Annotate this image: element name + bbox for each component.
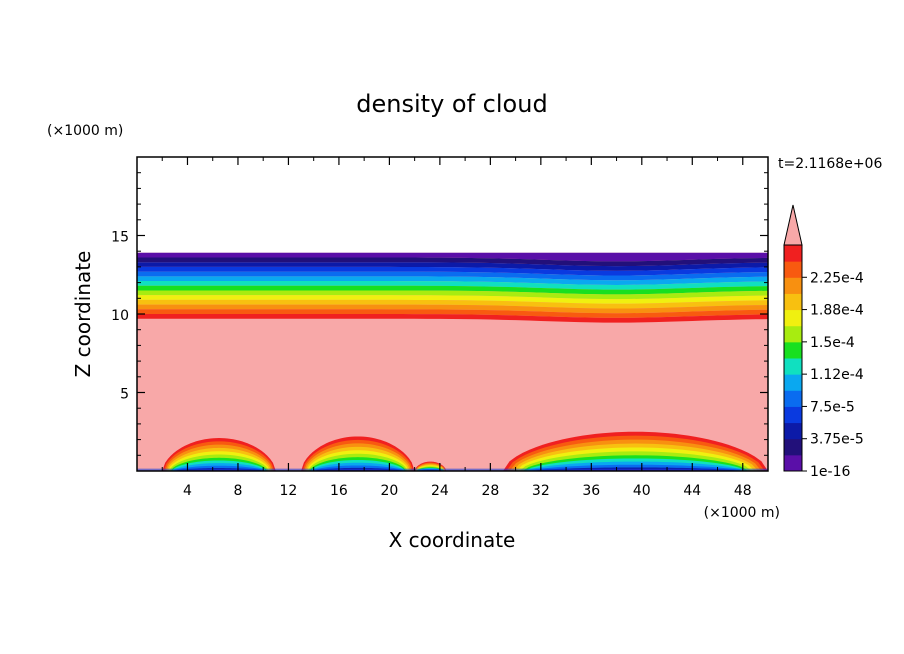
cloud-top-band — [137, 257, 768, 267]
x-unit-label: (×1000 m) — [704, 505, 780, 521]
x-axis-title: X coordinate — [389, 528, 516, 552]
colorbar-label: 1.5e-4 — [810, 335, 855, 351]
colorbar-segment — [784, 390, 802, 407]
colorbar-segment — [784, 277, 802, 294]
cloud-top-band — [137, 262, 768, 271]
x-tick-label: 40 — [633, 483, 651, 499]
colorbar-segment — [784, 454, 802, 472]
colorbar-segment — [784, 245, 802, 262]
cloud-top-band — [137, 309, 768, 318]
y-axis: 5 10 15 — [111, 172, 768, 456]
x-tick-label: 8 — [233, 483, 242, 499]
cloud-top-band — [137, 271, 768, 281]
colorbar-label: 3.75e-5 — [810, 432, 864, 448]
colorbar-segment — [784, 309, 802, 327]
y-tick-label: 10 — [111, 308, 129, 324]
plot-area — [137, 252, 768, 471]
colorbar: 2.25e-4 1.88e-4 1.5e-4 1.12e-4 7.5e-5 3.75e-5… — [783, 204, 864, 480]
x-tick-label: 28 — [481, 483, 499, 499]
x-tick-label: 4 — [183, 483, 192, 499]
cloud-top-band — [137, 276, 768, 285]
cloud-top-band — [137, 266, 768, 276]
x-tick-label: 44 — [683, 483, 701, 499]
colorbar-segment — [784, 358, 802, 375]
colorbar-segment — [784, 325, 802, 343]
colorbar-label: 2.25e-4 — [810, 270, 864, 286]
cloud-top-band — [137, 304, 768, 314]
colorbar-segment — [784, 341, 802, 359]
x-tick-label: 16 — [330, 483, 348, 499]
colorbar-label: 1e-16 — [810, 464, 850, 480]
x-tick-label: 20 — [380, 483, 398, 499]
x-tick-label: 48 — [734, 483, 752, 499]
x-tick-label: 24 — [431, 483, 449, 499]
colorbar-frame — [783, 244, 803, 472]
x-tick-label: 36 — [582, 483, 600, 499]
colorbar-segment — [784, 293, 802, 311]
cloud-top-band — [137, 299, 768, 309]
cloud-top-band — [137, 252, 768, 262]
chart-title: density of cloud — [356, 90, 547, 118]
cloud-top-band — [137, 295, 768, 304]
colorbar-label: 1.12e-4 — [810, 367, 864, 383]
colorbar-overflow-arrow — [783, 204, 803, 246]
colorbar-label: 1.88e-4 — [810, 303, 864, 319]
colorbar-segment — [784, 261, 802, 278]
y-unit-label: (×1000 m) — [47, 123, 123, 139]
cloud-top-band — [137, 314, 768, 323]
surface-rim — [137, 468, 768, 471]
x-tick-label: 32 — [532, 483, 550, 499]
colorbar-segment — [784, 422, 802, 440]
colorbar-segment — [784, 374, 802, 391]
y-axis-title: Z coordinate — [71, 251, 95, 378]
colorbar-segment — [784, 438, 802, 456]
y-tick-label: 5 — [120, 387, 129, 403]
x-tick-label: 12 — [280, 483, 298, 499]
cloud-top-band — [137, 290, 768, 300]
y-tick-label: 15 — [111, 230, 129, 246]
cloud-top-band — [137, 281, 768, 290]
cloud-top-band — [137, 285, 768, 295]
x-axis: 4 8 12 16 20 24 28 32 36 40 44 48 — [161, 157, 752, 499]
colorbar-label: 7.5e-5 — [810, 399, 855, 415]
colorbar-segment — [784, 406, 802, 424]
time-label: t=2.1168e+06 — [778, 156, 882, 172]
